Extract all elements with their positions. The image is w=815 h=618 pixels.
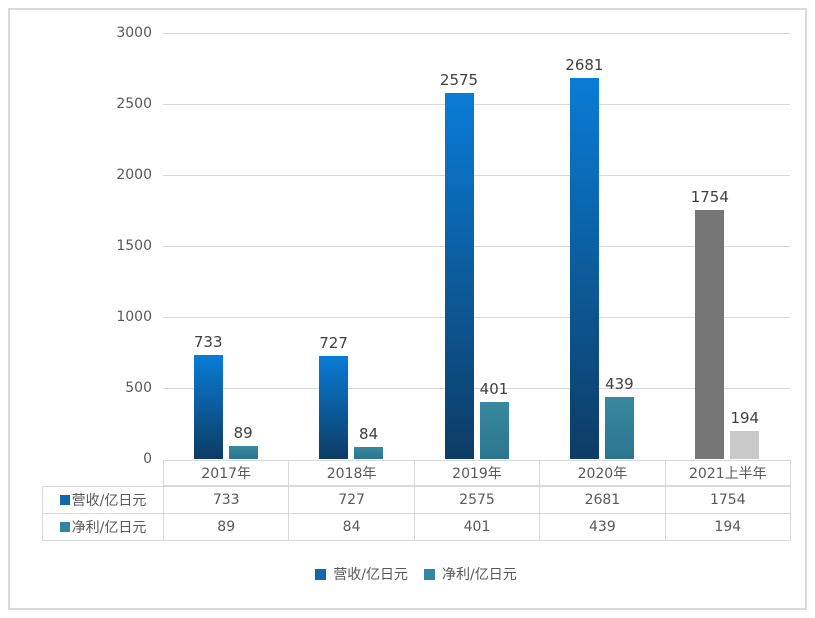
table-value-cell: 2575 bbox=[413, 486, 541, 514]
table-value-cell: 401 bbox=[413, 513, 541, 541]
legend-label: 营收/亿日元 bbox=[333, 567, 408, 583]
table-row-header: 营收/亿日元 bbox=[42, 486, 164, 514]
data-label: 733 bbox=[193, 332, 223, 351]
data-label: 727 bbox=[319, 333, 348, 352]
table-key-swatch bbox=[59, 495, 70, 505]
legend: 营收/亿日元 净利/亿日元 bbox=[42, 562, 790, 586]
data-label: 401 bbox=[479, 380, 509, 399]
table-value-cell: 439 bbox=[539, 513, 666, 541]
bar-营收/亿日元-2021上半年 bbox=[695, 209, 725, 459]
gridline bbox=[163, 33, 790, 34]
bar-营收/亿日元-2018年 bbox=[319, 355, 349, 459]
table-value-cell: 194 bbox=[664, 513, 791, 541]
y-axis-tick-label: 1000 bbox=[116, 309, 152, 325]
table-header-cell: 2017年 bbox=[163, 460, 290, 486]
table-value-cell: 727 bbox=[288, 486, 415, 514]
y-axis-tick-label: 2000 bbox=[116, 167, 152, 183]
data-label: 1754 bbox=[690, 187, 729, 206]
bar-净利/亿日元-2018年 bbox=[354, 447, 384, 459]
table-header-cell: 2020年 bbox=[539, 460, 666, 486]
y-axis-tick-label: 3000 bbox=[116, 25, 152, 41]
table-header-cell: 2021上半年 bbox=[664, 460, 791, 486]
y-axis-tick-label: 500 bbox=[125, 380, 152, 396]
bar-净利/亿日元-2019年 bbox=[479, 402, 509, 459]
gridline bbox=[163, 104, 790, 105]
table-header-cell: 2019年 bbox=[413, 460, 541, 486]
legend-item: 营收/亿日元 bbox=[315, 564, 408, 584]
bar-净利/亿日元-2021上半年 bbox=[730, 431, 760, 459]
table-value-cell: 1754 bbox=[664, 486, 791, 514]
table-key-swatch bbox=[59, 522, 70, 532]
y-axis-tick-label: 2500 bbox=[116, 96, 152, 112]
table-row-header: 净利/亿日元 bbox=[42, 513, 164, 541]
data-label: 2575 bbox=[439, 71, 479, 90]
legend-label: 净利/亿日元 bbox=[442, 567, 517, 583]
y-axis-tick-label: 1500 bbox=[116, 238, 152, 254]
y-axis-tick-label: 0 bbox=[143, 451, 152, 467]
gridline bbox=[163, 175, 790, 176]
bar-净利/亿日元-2020年 bbox=[604, 396, 634, 459]
gridline bbox=[163, 388, 790, 389]
table-row-header-label: 营收/亿日元 bbox=[71, 493, 147, 509]
table-row-header-label: 净利/亿日元 bbox=[71, 520, 147, 536]
legend-item: 净利/亿日元 bbox=[424, 564, 517, 584]
bar-营收/亿日元-2020年 bbox=[569, 78, 599, 459]
bar-营收/亿日元-2019年 bbox=[444, 93, 474, 459]
table-value-cell: 733 bbox=[163, 486, 290, 514]
data-label: 194 bbox=[730, 409, 760, 428]
gridline bbox=[163, 246, 790, 247]
legend-swatch bbox=[315, 568, 327, 580]
table-value-cell: 84 bbox=[288, 513, 415, 541]
gridline bbox=[163, 317, 790, 318]
table-value-cell: 89 bbox=[163, 513, 290, 541]
data-label: 2681 bbox=[565, 56, 604, 75]
legend-swatch bbox=[424, 568, 435, 580]
bar-营收/亿日元-2017年 bbox=[193, 354, 223, 459]
data-label: 439 bbox=[605, 374, 634, 393]
table-value-cell: 2681 bbox=[539, 486, 666, 514]
bar-净利/亿日元-2017年 bbox=[228, 446, 258, 459]
data-label: 89 bbox=[233, 424, 253, 443]
table-header-cell: 2018年 bbox=[288, 460, 415, 486]
data-label: 84 bbox=[359, 425, 379, 444]
